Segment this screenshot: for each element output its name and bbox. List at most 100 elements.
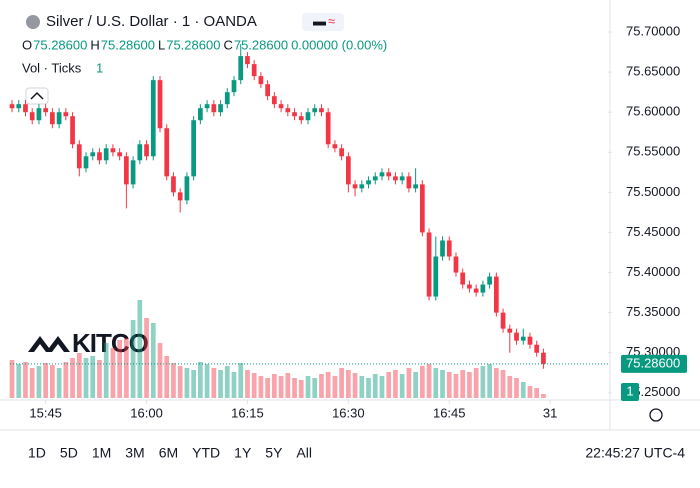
collapse-button[interactable]: [25, 87, 49, 105]
candle-body: [56, 112, 62, 125]
volume-bar: [164, 356, 170, 398]
candle-body: [238, 56, 244, 81]
y-tick-label: 75.65000: [626, 64, 680, 79]
volume-bar: [43, 363, 49, 398]
plot: [9, 44, 546, 398]
volume-bar: [507, 376, 513, 398]
candle-body: [9, 104, 15, 109]
ohlc-change: 0.00000 (0.00%): [291, 37, 387, 52]
volume-legend-value: 1: [96, 60, 103, 75]
candle-body: [150, 80, 156, 157]
volume-bar: [413, 372, 418, 398]
candle-body: [137, 144, 143, 161]
candle-body: [204, 104, 210, 109]
volume-bar: [124, 338, 129, 398]
volume-bar: [211, 368, 217, 398]
candle-body: [426, 232, 432, 297]
logo-icon: [28, 336, 52, 352]
settings-icon[interactable]: [649, 408, 663, 422]
range-button[interactable]: 1Y: [234, 445, 252, 461]
volume-bar: [285, 373, 291, 398]
candle-body: [198, 108, 203, 121]
candle-body: [130, 160, 136, 185]
candle-body: [386, 172, 392, 177]
last-volume-label: 1: [626, 383, 633, 398]
volume-bar: [117, 340, 122, 398]
candle-body: [305, 112, 311, 121]
range-button[interactable]: 5D: [60, 445, 78, 461]
candle-body: [460, 272, 466, 285]
x-tick-label: 16:15: [231, 405, 264, 420]
volume-bar: [446, 372, 452, 398]
ohlc-legend: O 75.28600 H 75.28600 L 75.28600 C 75.28600 0.00…: [22, 37, 387, 52]
candle-body: [164, 128, 170, 177]
last-price-label: 75.28600: [626, 355, 680, 370]
candle-body: [541, 352, 546, 364]
y-tick-label: 75.70000: [626, 23, 680, 38]
candle-body: [359, 184, 365, 189]
volume-bar: [379, 376, 385, 398]
last-price-box: [621, 354, 687, 373]
range-button[interactable]: 1M: [92, 445, 111, 461]
candle-body: [366, 180, 371, 185]
volume-bar: [157, 343, 163, 398]
volume-bar: [56, 368, 62, 398]
candle-body: [50, 112, 55, 125]
volume-bar: [366, 378, 371, 398]
flag-icon: ▬: [313, 13, 326, 28]
candle-body: [70, 116, 75, 145]
candle-body: [312, 108, 318, 113]
candle-body: [16, 104, 22, 109]
ohlc-value: 75.28600: [101, 37, 155, 52]
candle-body: [319, 108, 324, 113]
volume-bar: [150, 323, 156, 398]
last-volume-box: [621, 383, 639, 401]
range-button[interactable]: 6M: [159, 445, 178, 461]
candle-body: [406, 176, 412, 189]
range-button[interactable]: YTD: [192, 445, 220, 461]
candle-body: [177, 192, 183, 201]
candle-body: [245, 56, 250, 65]
candle-body: [527, 336, 533, 345]
range-button[interactable]: 5Y: [265, 445, 283, 461]
candle-body: [191, 120, 196, 177]
range-button[interactable]: 1D: [28, 445, 46, 461]
candle-body: [352, 184, 358, 189]
flag-buttons[interactable]: [302, 13, 344, 31]
volume-bar: [171, 363, 176, 398]
volume-bar: [520, 382, 526, 398]
volume-bar: [493, 368, 499, 398]
candle-body: [171, 176, 176, 193]
candle-body: [278, 104, 284, 109]
logo: KITCO: [28, 328, 150, 358]
chart-title: Silver / U.S. Dollar · 1 · OANDA: [46, 13, 257, 30]
candle-body: [473, 288, 479, 293]
candle-body: [393, 176, 398, 181]
candle-body: [23, 104, 28, 113]
candle-body: [157, 80, 163, 129]
volume-bar: [332, 376, 338, 398]
candle-body: [97, 152, 102, 161]
candle-body: [258, 76, 264, 85]
volume-bar: [50, 365, 55, 398]
volume-bar: [541, 394, 546, 398]
candle-body: [419, 184, 425, 233]
candle-body: [433, 256, 439, 297]
volume-bar: [177, 366, 183, 398]
candle-body: [272, 96, 277, 105]
volume-bar: [359, 376, 365, 398]
candle-body: [399, 176, 405, 181]
volume-bar: [393, 370, 398, 398]
range-button[interactable]: 3M: [125, 445, 144, 461]
candle-body: [76, 144, 82, 169]
candle-body: [63, 112, 69, 117]
x-tick-label: 31: [543, 405, 557, 420]
range-button[interactable]: All: [296, 445, 312, 461]
candle-body: [493, 276, 499, 313]
volume-bar: [372, 374, 378, 398]
volume-bar: [70, 358, 75, 398]
candle-body: [467, 284, 472, 289]
ohlc-label: C: [223, 37, 232, 52]
ohlc-value: 75.28600: [234, 37, 288, 52]
volume-bar: [245, 370, 250, 398]
